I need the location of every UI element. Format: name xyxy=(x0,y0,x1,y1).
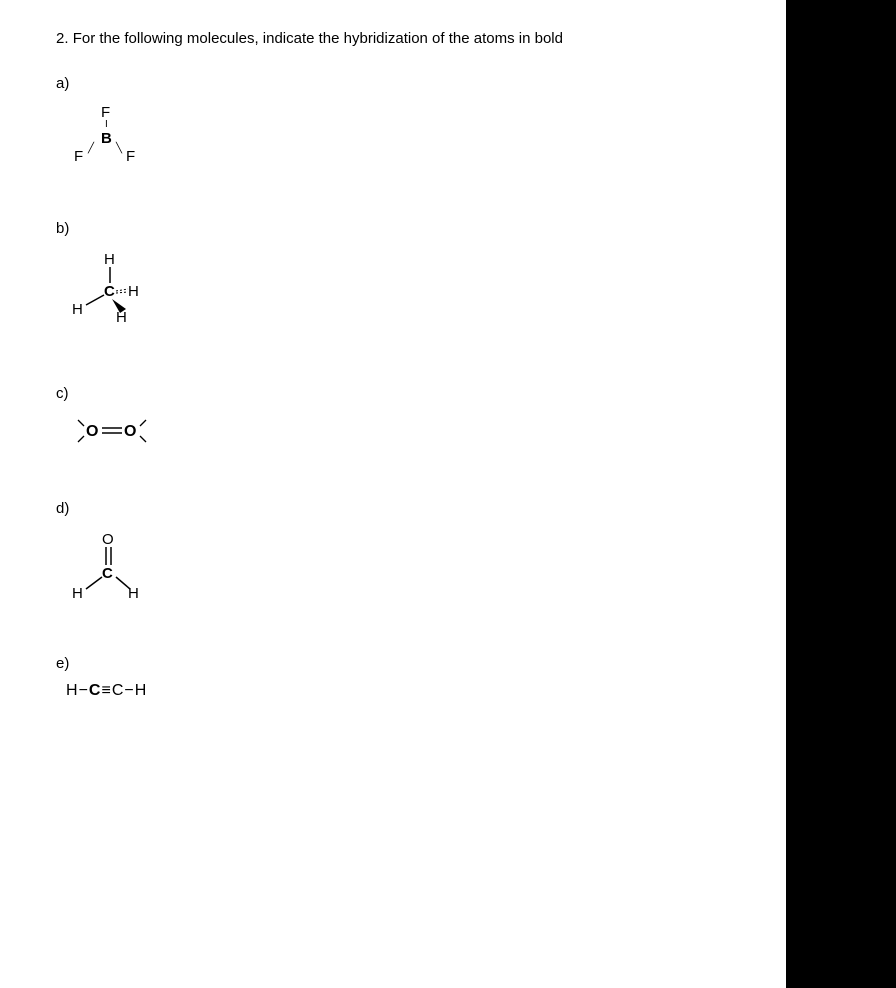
atom-H-top: H xyxy=(104,251,115,268)
page: 2. For the following molecules, indicate… xyxy=(0,0,896,988)
atom-O-right: O xyxy=(124,423,136,440)
bond-top: I xyxy=(105,120,108,130)
bond-right: ╲ xyxy=(116,144,122,154)
atom-H-dash: H xyxy=(128,283,139,300)
molecule-d: O C H H xyxy=(66,527,156,607)
bond-single-left: − xyxy=(79,682,89,699)
atom-C-right-e: C xyxy=(112,682,125,699)
part-b-label: b) xyxy=(56,220,776,237)
atom-C-center-d: C xyxy=(102,565,113,582)
part-c-label: c) xyxy=(56,385,776,402)
atom-H-wedge: H xyxy=(116,309,127,326)
part-c: c) O O xyxy=(56,385,776,452)
atom-F-right: F xyxy=(126,148,135,165)
atom-H-left-d: H xyxy=(72,585,83,602)
atom-C-center: C xyxy=(104,283,115,300)
bond-single-right: − xyxy=(124,682,134,699)
molecule-c-svg: O O xyxy=(66,412,176,452)
part-e: e) H−C≡C−H xyxy=(56,655,776,700)
question-body: For the following molecules, indicate th… xyxy=(73,30,563,47)
molecule-e: H−C≡C−H xyxy=(66,682,776,700)
question-number: 2. xyxy=(56,30,69,47)
part-d: d) O C H H xyxy=(56,500,776,607)
atom-O-top: O xyxy=(102,531,114,548)
part-a-label: a) xyxy=(56,75,776,92)
question-text: 2. For the following molecules, indicate… xyxy=(56,30,776,47)
molecule-b: H C H H H xyxy=(66,247,166,337)
bond-left: ╱ xyxy=(88,144,94,154)
part-b: b) H C H H H xyxy=(56,220,776,337)
atom-H-right-d: H xyxy=(128,585,139,602)
atom-O-left: O xyxy=(86,423,98,440)
bond-triple: ≡ xyxy=(101,682,111,699)
atom-B-center: B xyxy=(101,130,112,147)
atom-H-right-e: H xyxy=(135,682,148,699)
atom-H-left-e: H xyxy=(66,682,79,699)
part-e-label: e) xyxy=(56,655,776,672)
content-area: 2. For the following molecules, indicate… xyxy=(56,30,776,748)
black-strip xyxy=(786,0,896,988)
atom-F-left: F xyxy=(74,148,83,165)
molecule-c: O O xyxy=(66,412,166,452)
atom-C-left-e: C xyxy=(89,682,102,699)
part-a: a) F I B ╱ ╲ F F xyxy=(56,75,776,172)
part-d-label: d) xyxy=(56,500,776,517)
molecule-a: F I B ╱ ╲ F F xyxy=(66,102,156,172)
atom-H-left: H xyxy=(72,301,83,318)
